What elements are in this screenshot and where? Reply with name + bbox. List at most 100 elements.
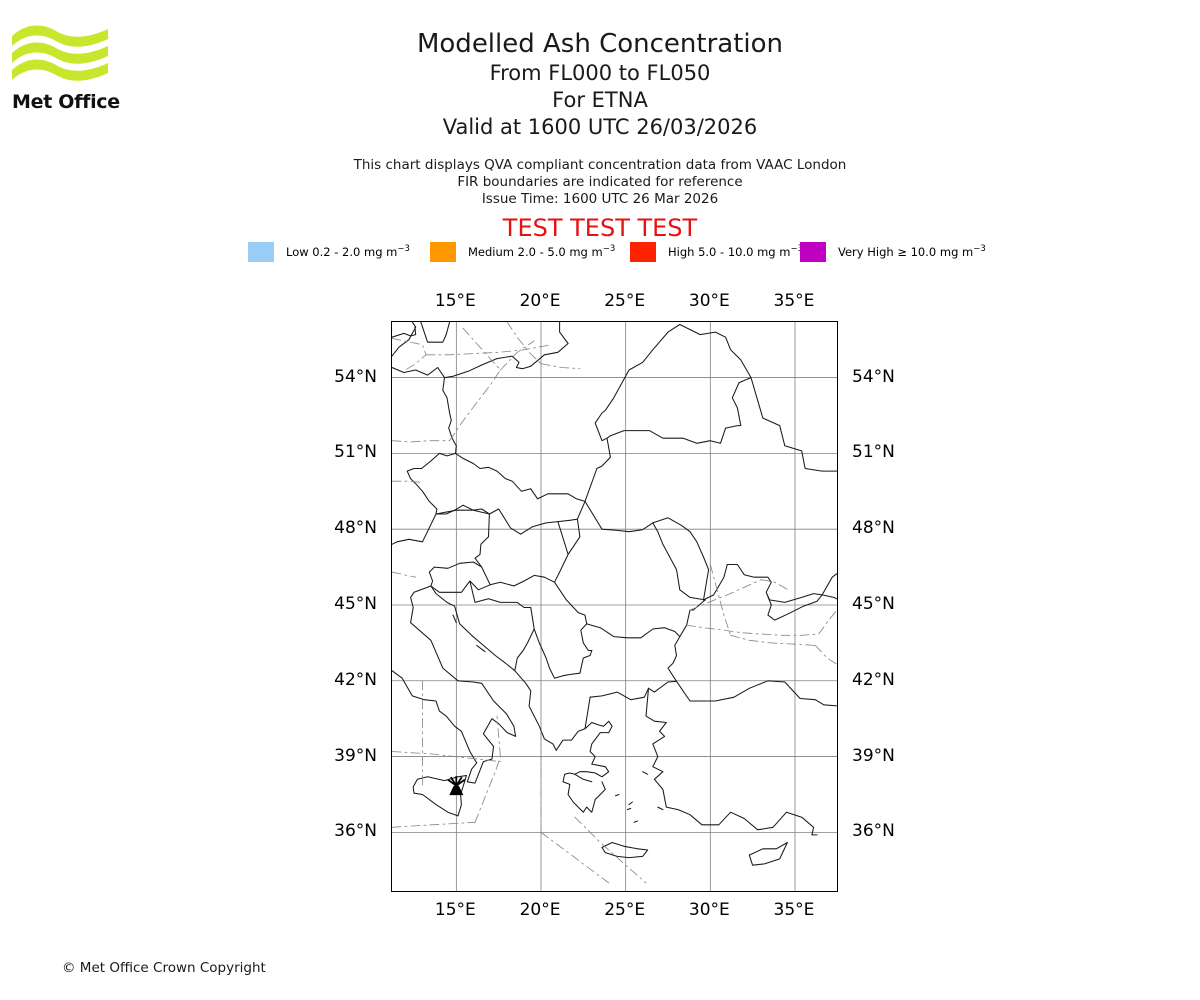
geo-outline-25 [574,773,593,783]
note-fir: FIR boundaries are indicated for referen… [457,173,743,190]
volcano-cone [449,785,464,796]
chart-title-block: Modelled Ash Concentration From FL000 to… [0,28,1200,141]
lat-label-right-36: 36°N [852,821,895,842]
legend-label-2: High 5.0 - 10.0 mg m−3 [668,244,803,259]
legend-label-0: Low 0.2 - 2.0 mg m−3 [286,244,410,259]
lon-label-bottom-25: 25°E [604,900,646,920]
geo-outline-47 [584,500,654,533]
legend-swatch-3 [800,242,826,262]
fir-boundary-10 [689,579,762,611]
geo-outline-19 [469,580,535,672]
lon-label-top-20: 20°E [519,291,561,311]
lon-label-bottom-35: 35°E [773,900,815,920]
lat-label-left-51: 51°N [334,442,377,463]
legend-item-1: Medium 2.0 - 5.0 mg m−3 [430,241,615,263]
geo-outline-13 [392,585,517,784]
fir-boundary-12 [760,579,789,591]
fir-boundary-3 [449,369,501,442]
geo-outline-38 [821,572,837,596]
geo-outline-6 [435,504,490,515]
geo-outline-42 [584,323,681,502]
geo-outline-35 [748,841,788,866]
geo-outline-4 [442,377,457,454]
geo-outline-24 [562,720,613,813]
geo-outline-1 [392,322,417,357]
geo-outline-46 [652,522,706,601]
geo-outline-33 [647,680,837,707]
geo-outline-11 [433,561,483,569]
geo-outline-18 [430,580,491,593]
volcano-name-line: For ETNA [552,88,648,112]
geo-outline-2 [392,326,417,338]
flight-level-range: From FL000 to FL050 [489,61,711,85]
geo-outline-40 [679,599,706,638]
geo-outline-27 [628,801,633,806]
map-graphic [392,322,837,891]
geo-outline-16 [452,614,457,624]
lon-label-top-25: 25°E [604,291,646,311]
fir-boundary-9 [686,624,820,636]
geo-outline-43 [606,323,752,444]
geo-outline-21 [533,628,593,679]
legend-item-0: Low 0.2 - 2.0 mg m−3 [248,241,410,263]
fir-boundary-0 [392,337,427,371]
map-frame[interactable] [391,321,838,892]
fir-boundary-24 [392,480,423,483]
map-geography [392,322,837,866]
fir-boundary-16 [392,821,476,828]
geo-outline-28 [642,771,649,775]
lat-label-left-42: 42°N [334,669,377,690]
legend-label-3: Very High ≥ 10.0 mg m−3 [838,244,986,259]
fir-boundary-1 [425,344,552,356]
geo-outline-31 [614,793,620,797]
map-gridlines [392,322,837,891]
fir-boundary-23 [392,571,417,578]
chart-notes: This chart displays QVA compliant concen… [0,157,1200,207]
lat-label-left-45: 45°N [334,593,377,614]
copyright-notice: © Met Office Crown Copyright [62,960,266,976]
lat-label-left-48: 48°N [334,518,377,539]
lat-label-right-42: 42°N [852,669,895,690]
note-issue-time: Issue Time: 1600 UTC 26 Mar 2026 [481,190,719,207]
fir-boundary-2 [392,440,451,443]
geo-outline-36 [726,563,823,621]
geo-outline-3 [420,322,451,343]
geo-outline-29 [633,820,639,823]
volcano-marker [447,776,466,796]
fir-boundary-8 [709,564,732,636]
geo-outline-49 [557,521,569,555]
fir-boundary-7 [540,363,581,370]
page-title: Modelled Ash Concentration [416,29,784,59]
legend-item-3: Very High ≥ 10.0 mg m−3 [800,241,986,263]
met-office-wave-icon [12,25,108,81]
geo-outline-32 [626,807,632,811]
note-qva: This chart displays QVA compliant concen… [353,157,847,173]
geo-outline-17 [476,644,486,653]
geo-outline-45 [652,517,710,601]
fir-boundary-6 [506,322,542,365]
met-office-logo-text: Met Office [12,91,120,113]
test-banner: TEST TEST TEST [502,214,698,242]
geo-outline-23 [555,696,591,751]
lat-label-right-54: 54°N [852,366,895,387]
volcano-plume-ray-1 [450,776,458,787]
lon-label-bottom-15: 15°E [434,900,476,920]
geo-outline-44 [750,377,837,472]
lon-label-bottom-20: 20°E [519,900,561,920]
geo-outline-37 [702,563,728,601]
legend-swatch-2 [630,242,656,262]
fir-boundary-21 [540,831,610,884]
lat-label-right-39: 39°N [852,745,895,766]
lon-label-top-35: 35°E [773,291,815,311]
fir-boundaries [392,322,837,884]
legend-item-2: High 5.0 - 10.0 mg m−3 [630,241,803,263]
lat-label-left-36: 36°N [334,821,377,842]
geo-outline-5 [406,452,457,515]
legend-swatch-0 [248,242,274,262]
geo-outline-12 [428,566,435,587]
fir-boundary-5 [462,327,501,371]
lat-label-left-54: 54°N [334,366,377,387]
lat-label-right-45: 45°N [852,593,895,614]
fir-boundary-4 [499,340,535,371]
fir-boundary-13 [818,609,837,635]
